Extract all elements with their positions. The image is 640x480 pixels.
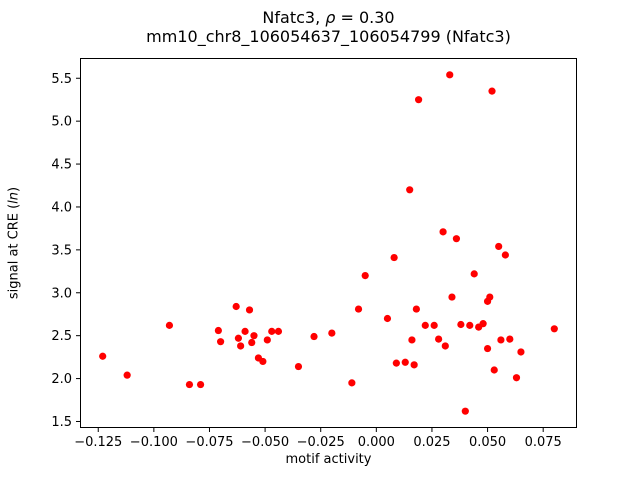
chart-title: Nfatc3, ρ = 0.30 mm10_chr8_106054637_106… [80,8,577,46]
scatter-point [234,334,242,342]
scatter-point [390,253,398,262]
y-tick-label: 4.5 [51,158,72,173]
scatter-point [506,335,514,343]
x-tick-label: 0.050 [469,435,506,450]
x-tick-label: 0.025 [413,435,450,450]
y-tick-label: 4.0 [51,200,72,215]
scatter-point [446,71,454,79]
scatter-point [517,348,525,356]
y-tick-label: 3.0 [51,286,72,301]
x-tick-label: −0.075 [185,435,233,450]
scatter-point [441,342,449,350]
scatter-point [237,342,245,350]
scatter-point [245,306,254,314]
scatter-point [452,235,461,243]
y-tick-label: 5.0 [51,115,72,130]
scatter-point [421,321,429,329]
scatter-point [123,371,131,379]
x-tick-label: −0.100 [130,435,178,450]
scatter-point [461,407,469,415]
scatter-point [486,293,494,301]
scatter-point [250,332,258,340]
scatter-point [479,320,487,328]
scatter-point [439,228,447,236]
scatter-point [263,336,271,344]
title-line1: Nfatc3, ρ = 0.30 [262,8,395,27]
scatter-point [310,332,318,341]
scatter-point [214,326,222,335]
y-tick-label: 5.5 [51,72,72,87]
x-tick-label: −0.050 [241,435,289,450]
scatter-point [488,87,496,95]
scatter-point [412,305,420,313]
title-line2: mm10_chr8_106054637_106054799 (Nfatc3) [146,27,511,46]
y-tick-label: 2.5 [51,329,72,344]
scatter-point [99,352,107,360]
x-tick-label: −0.025 [297,435,345,450]
scatter-point [401,358,409,366]
scatter-point [435,335,443,343]
y-tick-label: 3.5 [51,243,72,258]
scatter-point [430,321,438,329]
scatter-point [383,314,392,323]
y-tick-label: 2.0 [51,372,72,387]
scatter-point [406,186,414,194]
scatter-point [448,293,456,301]
scatter-point [259,357,267,366]
scatter-point [354,305,363,313]
scatter-point [268,327,276,335]
y-tick-label: 1.5 [51,415,72,430]
scatter-point [550,325,558,333]
scatter-point [274,327,283,335]
x-tick-label: 0.000 [358,435,395,450]
scatter-point [241,327,249,335]
scatter-point [497,336,505,344]
scatter-point [512,374,521,382]
scatter-point [248,338,256,347]
scatter-point [217,338,225,346]
scatter-point [457,320,465,329]
x-tick-label: −0.125 [74,435,122,450]
scatter-point [490,366,498,374]
scatter-point [410,361,418,369]
scatter-point [466,321,474,329]
axes-box [80,58,577,428]
scatter-point [328,329,336,337]
scatter-point [415,96,423,104]
scatter-point [408,336,416,344]
scatter-point [196,380,205,389]
scatter-point [232,302,240,311]
scatter-point [165,321,174,329]
x-tick-label: 0.075 [525,435,562,450]
scatter-point [483,344,492,353]
scatter-point [294,362,303,371]
scatter-point [361,272,369,280]
scatter-point [470,270,478,278]
scatter-point [392,359,400,367]
scatter-point [348,379,356,387]
scatter-point [185,380,194,389]
x-axis-label: motif activity [285,452,372,467]
scatter-point [501,251,509,259]
scatter-point [495,242,503,251]
